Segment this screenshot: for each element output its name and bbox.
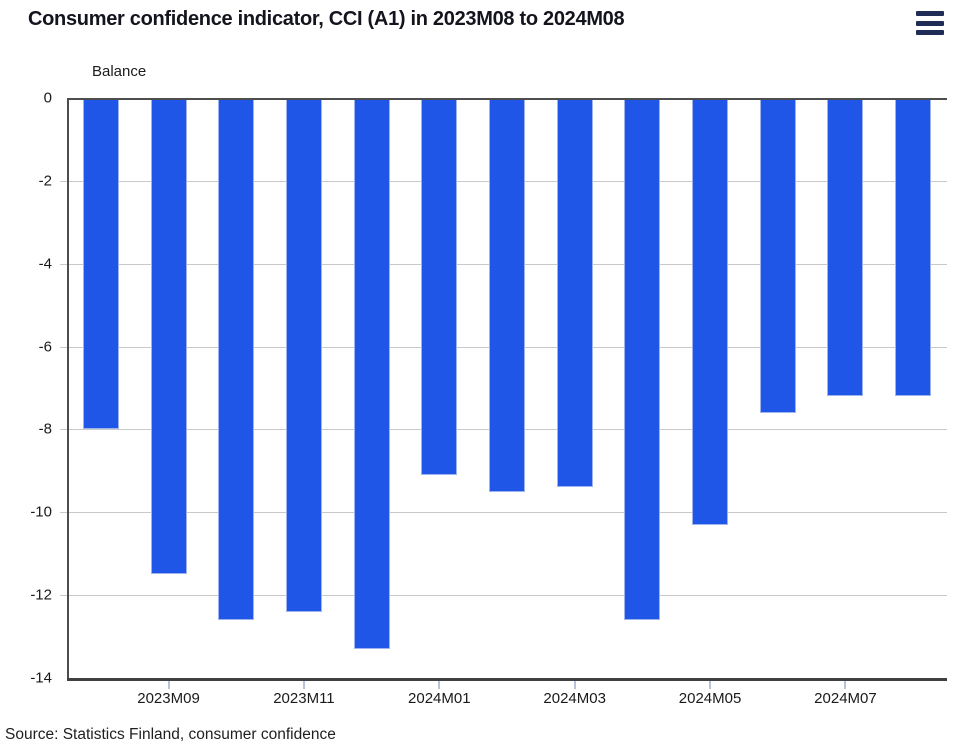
x-axis-ticks bbox=[67, 678, 947, 689]
y-axis-tick bbox=[60, 595, 67, 597]
bar-2023M11[interactable] bbox=[285, 100, 322, 612]
x-axis-tick-label: 2024M03 bbox=[543, 690, 606, 707]
source-note: Source: Statistics Finland, consumer con… bbox=[5, 726, 336, 743]
x-axis-line bbox=[67, 678, 947, 681]
x-axis-tick bbox=[438, 681, 441, 689]
x-axis-tick-label: 2024M07 bbox=[814, 690, 877, 707]
x-axis-tick bbox=[709, 681, 712, 689]
bar-2023M10[interactable] bbox=[218, 100, 255, 620]
bar-2024M07[interactable] bbox=[827, 100, 864, 397]
x-axis-tick-label: 2024M05 bbox=[678, 690, 742, 707]
bar-2024M06[interactable] bbox=[759, 100, 796, 413]
y-axis-tick bbox=[60, 180, 67, 182]
y-axis-tick-label: -4 bbox=[38, 255, 52, 273]
x-axis-tick bbox=[844, 681, 847, 689]
x-axis-labels: 2023M09 2023M11 2024M01 2024M03 2024M05 2024M… bbox=[67, 690, 947, 710]
y-axis-title: Balance bbox=[92, 63, 147, 80]
gridline bbox=[67, 512, 947, 514]
hamburger-menu-icon bbox=[916, 20, 944, 26]
y-axis-tick-label: -2 bbox=[38, 172, 52, 190]
y-axis-tick-label: -10 bbox=[30, 503, 52, 521]
y-axis-labels: 0 -2 -4 -6 -8 -10 -12 -14 bbox=[0, 90, 52, 687]
y-axis-line bbox=[67, 98, 69, 678]
x-axis-tick bbox=[167, 681, 170, 689]
bar-2023M08[interactable] bbox=[82, 100, 119, 430]
bar-2024M04[interactable] bbox=[624, 100, 661, 620]
bar-2024M02[interactable] bbox=[489, 100, 525, 492]
y-axis-tick bbox=[60, 512, 67, 514]
y-axis-tick-label: -8 bbox=[38, 420, 52, 438]
gridline bbox=[67, 595, 947, 597]
x-axis-tick bbox=[302, 681, 305, 689]
chart-menu-button[interactable] bbox=[916, 11, 944, 35]
x-axis-tick-label: 2024M01 bbox=[408, 690, 471, 707]
x-axis-tick-label: 2023M09 bbox=[137, 690, 200, 707]
y-axis-tick-label: -6 bbox=[38, 338, 52, 356]
bar-2023M12[interactable] bbox=[353, 100, 390, 649]
y-axis-tick-label: -14 bbox=[30, 669, 52, 687]
bar-2024M01[interactable] bbox=[421, 100, 458, 475]
zero-line bbox=[67, 98, 947, 100]
plot-area bbox=[60, 98, 947, 681]
y-axis-tick-label: 0 bbox=[43, 89, 52, 107]
bar-2023M09[interactable] bbox=[150, 100, 187, 575]
x-axis-tick bbox=[573, 681, 576, 689]
y-axis-tick bbox=[60, 346, 67, 348]
bar-2024M08[interactable] bbox=[895, 100, 932, 397]
hamburger-menu-icon bbox=[916, 30, 944, 35]
y-axis-tick-label: -12 bbox=[30, 586, 52, 604]
bar-2024M03[interactable] bbox=[556, 100, 593, 488]
chart-title: Consumer confidence indicator, CCI (A1) … bbox=[28, 8, 625, 30]
hamburger-menu-icon bbox=[916, 11, 944, 16]
x-axis-tick-label: 2023M11 bbox=[273, 690, 335, 707]
y-axis-tick bbox=[60, 263, 67, 265]
y-axis-tick bbox=[60, 429, 67, 431]
bar-2024M05[interactable] bbox=[692, 100, 729, 525]
